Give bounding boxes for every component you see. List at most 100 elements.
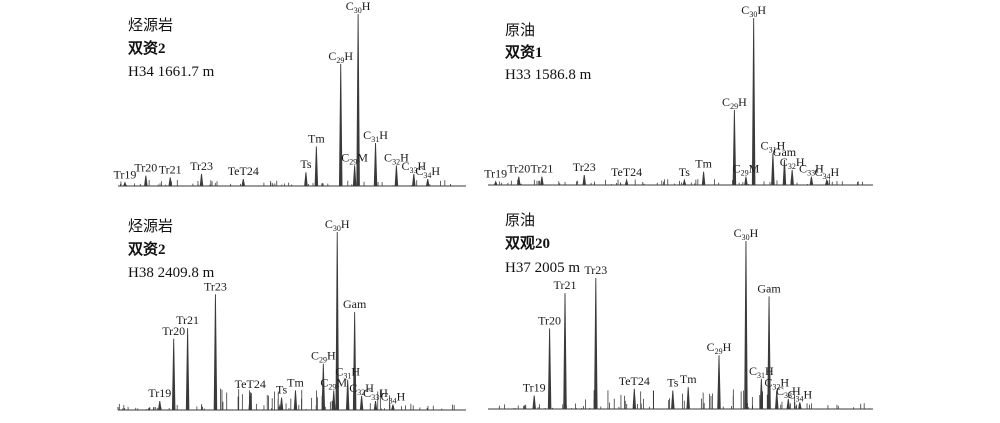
chromatogram-trace <box>488 240 873 410</box>
peak-c30h <box>335 231 339 411</box>
peak-label-c30h: C30H <box>346 0 371 15</box>
peak-label-c32h: C32H <box>780 155 805 171</box>
peak-tr19 <box>158 401 162 411</box>
peak-tet24 <box>241 179 246 187</box>
peak-tr20 <box>171 338 176 411</box>
peak-c31h <box>345 379 350 411</box>
peak-c29h <box>732 109 737 186</box>
peak-c32h <box>790 169 794 186</box>
peak-gam <box>767 296 771 410</box>
panel-header-sample-type: 烃源岩 <box>128 218 173 235</box>
peak-label-tr20: Tr20 <box>162 324 185 338</box>
peak-label-tr19: Tr19 <box>484 167 507 181</box>
peak-label-ts: Ts <box>276 383 287 397</box>
peak-label-tr23: Tr23 <box>584 263 607 277</box>
peak-tm <box>293 390 298 411</box>
peak-c29m <box>332 390 336 411</box>
peak-label-tr23: Tr23 <box>190 159 213 173</box>
peak-label-c29m: C29M <box>733 162 760 178</box>
peak-tr23 <box>594 277 598 410</box>
peak-c31h <box>759 378 764 410</box>
panel-header-sample-type: 原油 <box>505 22 535 39</box>
peak-ts <box>682 178 687 186</box>
peak-label-gam: Gam <box>773 145 797 159</box>
peak-label-gam: Gam <box>757 281 781 295</box>
peak-label-tr21: Tr21 <box>554 278 577 292</box>
chromatogram-panel-oil-h33: 原油 双资1 H33 1586.8 m Tr19 Tr20 Tr21 Tr23 TeT2… <box>484 3 873 186</box>
peak-tr20 <box>144 175 148 187</box>
peak-tr19 <box>532 395 536 410</box>
peak-label-c34h: C34H <box>415 164 440 180</box>
peak-tr21 <box>540 176 544 186</box>
peak-tr23 <box>213 294 218 411</box>
peak-label-c29h: C29H <box>707 340 732 356</box>
peak-label-ts: Ts <box>300 157 311 171</box>
peak-tr21 <box>185 328 190 411</box>
peak-label-tr20: Tr20 <box>507 162 530 176</box>
peak-label-c31h: C31H <box>363 128 388 144</box>
peak-ts <box>671 390 675 410</box>
peak-c34h <box>391 404 395 411</box>
peak-label-tr19: Tr19 <box>523 381 546 395</box>
peak-labels: Tr19 Tr20 Tr21 Tr23 TeT24 Ts Tm C29H C30H C31H Gam… <box>523 226 813 403</box>
peak-c34h <box>825 178 829 186</box>
peak-label-tet24: TeT24 <box>611 165 642 179</box>
panel-header-well: 双资2 <box>128 240 166 258</box>
peak-label-tr21: Tr21 <box>159 162 182 176</box>
peak-label-c29m: C29M <box>341 150 368 166</box>
peak-c30h <box>751 17 756 186</box>
peak-label-tr21: Tr21 <box>530 162 553 176</box>
peak-c34h <box>798 402 802 410</box>
peak-tr19 <box>123 181 127 187</box>
peak-label-tm: Tm <box>308 131 325 145</box>
peak-c29h <box>338 63 343 187</box>
peak-tet24 <box>624 178 629 186</box>
peak-c29m <box>744 176 748 186</box>
peak-c32h <box>775 390 779 410</box>
peak-label-tm: Tm <box>695 157 712 171</box>
peak-label-tr20: Tr20 <box>134 161 157 175</box>
peak-label-c30h: C30H <box>734 226 759 242</box>
panel-header-well: 双观20 <box>505 235 550 252</box>
peak-tr19 <box>493 180 498 186</box>
peak-c33h <box>373 401 378 411</box>
peak-ts <box>304 172 308 187</box>
peak-label-c29h: C29H <box>722 95 747 111</box>
peak-label-tr23: Tr23 <box>204 279 227 293</box>
peak-tr21 <box>563 293 567 410</box>
peak-c32h <box>394 165 399 187</box>
peak-label-c32h: C32H <box>349 381 374 397</box>
peak-label-c30h: C30H <box>741 3 766 19</box>
peak-label-c29m: C29M <box>320 375 347 391</box>
panel-header-depth: H38 2409.8 m <box>128 265 215 281</box>
peak-c32h <box>359 395 364 411</box>
peak-c31h <box>771 153 775 186</box>
peak-label-c32h: C32H <box>764 376 789 392</box>
peak-label-c33h: C33H <box>363 386 388 402</box>
peak-tet24 <box>248 392 252 411</box>
peak-tr23 <box>582 174 586 186</box>
peak-label-tm: Tm <box>287 375 304 389</box>
panel-header-sample-type: 烃源岩 <box>128 17 173 34</box>
peak-gam <box>352 312 357 411</box>
panel-header-depth: H37 2005 m <box>505 260 580 276</box>
peak-ts <box>279 397 284 411</box>
peak-c31h <box>373 142 378 187</box>
peak-c34h <box>425 179 430 187</box>
peak-label-c29h: C29H <box>311 349 336 365</box>
peak-label-c30h: C30H <box>325 217 350 233</box>
peak-label-ts: Ts <box>667 376 678 390</box>
peak-tr23 <box>199 173 204 187</box>
peak-c33h <box>786 398 791 410</box>
peak-label-c32h: C32H <box>384 150 409 166</box>
peak-tm <box>314 146 319 187</box>
peak-label-ts: Ts <box>679 165 690 179</box>
peak-label-tet24: TeT24 <box>235 377 266 391</box>
panel-header-well: 双资2 <box>128 39 166 57</box>
